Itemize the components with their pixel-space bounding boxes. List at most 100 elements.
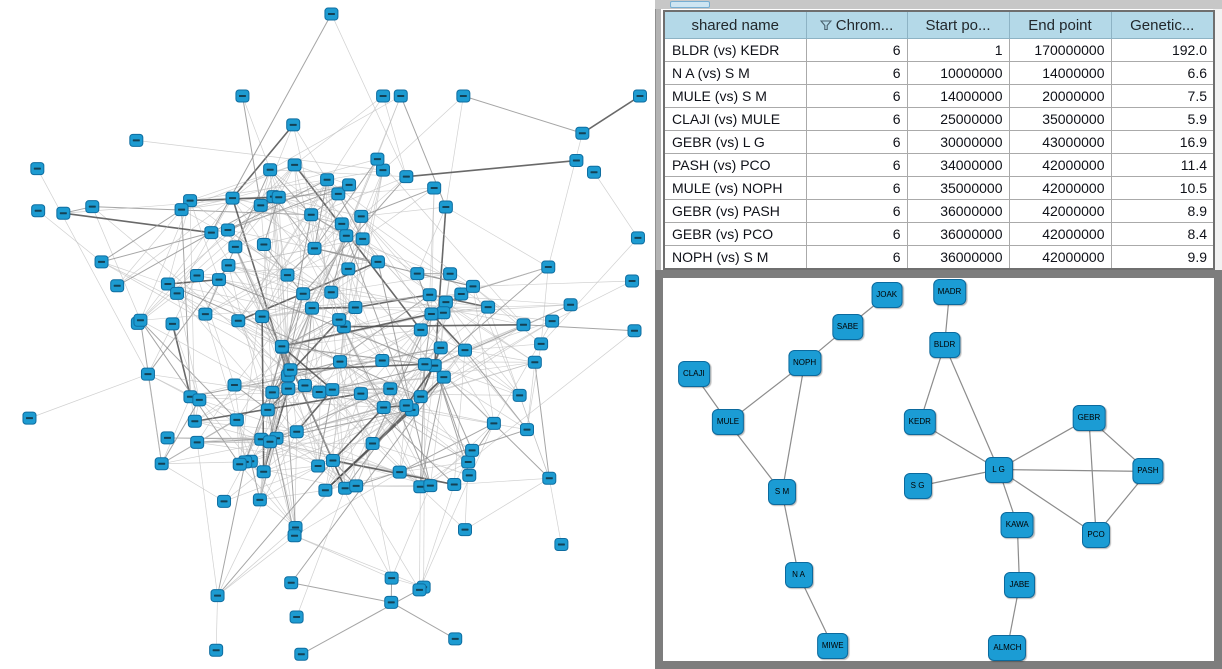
network-edge[interactable] [215,595,218,651]
network-edge[interactable] [551,280,633,322]
network-edge[interactable] [194,420,431,486]
network-node[interactable] [375,354,390,368]
network-node[interactable] [384,595,399,609]
network-edge[interactable] [147,374,163,464]
network-edge[interactable] [332,365,435,391]
network-node[interactable] [413,323,428,337]
network-edge[interactable] [443,306,489,378]
network-edge[interactable] [235,246,263,317]
network-edge[interactable] [464,477,550,530]
network-node[interactable] [325,383,340,397]
network-node[interactable] [189,269,204,283]
network-edge[interactable] [269,169,312,216]
cell-value[interactable]: 8.9 [1110,199,1215,223]
cell-value[interactable]: 14000000 [1008,61,1112,85]
network-edge[interactable] [281,345,333,391]
network-edge[interactable] [411,409,528,430]
network-node[interactable] [341,262,356,276]
network-edge[interactable] [281,313,432,348]
cell-value[interactable]: 6 [805,222,908,246]
filtered-network-panel[interactable]: JOAK SABE NOPH CLAJI MULE S M N A MIWE MADR BLDR K… [655,270,1222,669]
network-edge[interactable] [282,329,421,348]
network-node[interactable] [324,285,339,299]
network-node[interactable] [129,133,144,147]
network-edge[interactable] [217,535,295,596]
network-node[interactable] [260,403,275,417]
network-node[interactable] [170,286,185,300]
network-node[interactable] [457,343,472,357]
network-node[interactable] [433,341,448,355]
network-edge[interactable] [190,179,328,201]
cell-value[interactable]: 6 [805,176,908,200]
network-edge[interactable] [355,443,373,487]
cell-value[interactable]: 6 [805,61,908,85]
network-node[interactable] [375,163,390,177]
column-header-2[interactable]: Start po... [906,10,1010,39]
network-node[interactable] [376,401,391,415]
network-node[interactable] [187,414,202,428]
network-edge[interactable] [294,95,384,166]
network-node[interactable] [383,382,398,396]
network-edge[interactable] [331,13,407,177]
network-edge[interactable] [161,463,225,502]
network-edge[interactable] [217,527,296,596]
table-right-scrollbar[interactable] [1213,9,1222,270]
network-edge[interactable] [101,232,212,263]
cell-value[interactable]: 34000000 [906,153,1010,177]
network-node[interactable] [454,287,469,301]
network-node[interactable] [324,7,339,21]
network-edge[interactable] [260,164,295,206]
table-row[interactable]: MULE (vs) S M 6 14000000 20000000 7.5 [663,84,1215,108]
network-edge[interactable] [101,261,291,371]
network-node[interactable] [462,468,477,482]
network-edge[interactable] [176,293,200,400]
network-edge[interactable] [310,214,349,270]
network-node[interactable]: BLDR [928,332,961,359]
cell-value[interactable]: 36000000 [906,199,1010,223]
network-node[interactable] [542,471,557,485]
network-edge[interactable] [235,246,306,386]
network-edge[interactable] [348,268,435,366]
network-node[interactable]: JOAK [871,282,903,309]
network-edge[interactable] [227,229,288,276]
network-edge[interactable] [227,179,328,231]
network-edge[interactable] [197,441,373,444]
network-edge[interactable] [161,396,191,464]
network-edge[interactable] [411,409,431,486]
network-node[interactable] [289,610,304,624]
network-node[interactable] [458,523,473,537]
network-edge[interactable] [263,409,413,473]
network-node[interactable] [331,187,346,201]
network-edge[interactable] [263,197,280,245]
network-edge[interactable] [464,349,535,363]
network-node[interactable] [417,357,432,371]
network-node[interactable] [294,647,309,661]
network-node[interactable] [465,279,480,293]
network-edge[interactable] [296,389,333,433]
cell-shared-name[interactable]: GEBR (vs) L G [663,130,807,154]
network-edge[interactable] [136,139,384,171]
table-row[interactable]: BLDR (vs) KEDR 6 1 170000000 192.0 [663,38,1215,62]
network-edge[interactable] [167,197,233,285]
cell-value[interactable]: 6 [805,38,908,62]
cell-value[interactable]: 6 [805,153,908,177]
network-node[interactable] [56,206,71,220]
network-edge[interactable] [263,465,319,473]
cell-shared-name[interactable]: MULE (vs) S M [663,84,807,108]
network-node[interactable] [262,435,277,449]
network-edge[interactable] [339,361,421,487]
network-node[interactable] [370,255,385,269]
cell-value[interactable]: 35000000 [906,176,1010,200]
network-node[interactable]: PCO [1082,521,1111,548]
network-edge[interactable] [301,586,424,655]
network-edge[interactable] [199,399,297,433]
network-node[interactable]: KAWA [1000,511,1034,538]
network-node[interactable] [31,204,46,218]
network-edge[interactable] [37,210,102,263]
network-node[interactable] [255,310,270,324]
network-edge[interactable] [399,461,469,473]
network-edge[interactable] [317,389,333,467]
network-edge[interactable] [998,468,1148,473]
network-edge[interactable] [1088,418,1097,535]
network-edge[interactable] [294,164,315,249]
